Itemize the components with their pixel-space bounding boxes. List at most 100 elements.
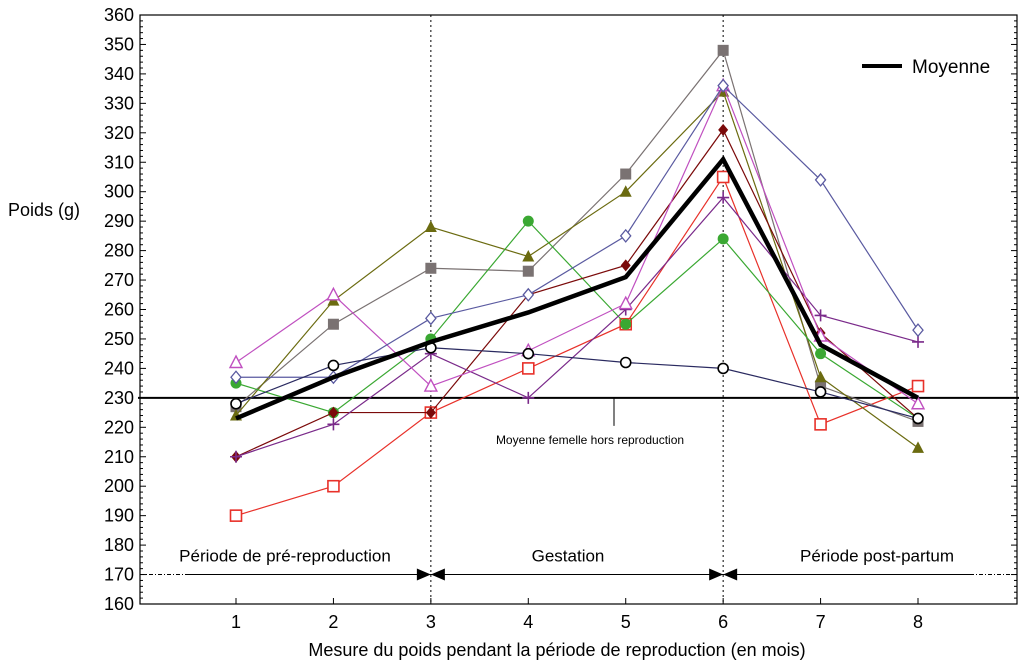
data-point bbox=[618, 295, 633, 310]
arrowhead-right bbox=[709, 568, 724, 581]
data-point bbox=[814, 370, 827, 383]
y-tick-label: 270 bbox=[104, 270, 134, 290]
y-tick-label: 220 bbox=[104, 417, 134, 437]
data-point bbox=[814, 386, 827, 398]
y-tick-label: 340 bbox=[104, 64, 134, 84]
series-moyenne bbox=[235, 155, 920, 421]
series-line bbox=[235, 347, 919, 420]
y-tick-label: 360 bbox=[104, 5, 134, 25]
period-label: Période de pré-reproduction bbox=[179, 547, 391, 566]
y-tick-label: 250 bbox=[104, 329, 134, 349]
x-tick-label: 2 bbox=[328, 612, 338, 632]
data-point bbox=[815, 348, 827, 360]
data-point bbox=[328, 406, 339, 419]
series-line bbox=[235, 175, 919, 517]
y-tick-label: 230 bbox=[104, 388, 134, 408]
series-line bbox=[236, 84, 919, 378]
data-point bbox=[717, 191, 730, 204]
legend: Moyenne bbox=[862, 57, 990, 78]
y-tick-label: 280 bbox=[104, 241, 134, 261]
data-point bbox=[910, 395, 926, 410]
data-point bbox=[423, 378, 439, 392]
arrowhead-left bbox=[723, 568, 738, 581]
data-point bbox=[327, 418, 340, 431]
y-axis-label: Poids (g) bbox=[8, 200, 80, 220]
period-label: Période post-partum bbox=[800, 547, 954, 566]
data-point bbox=[230, 370, 242, 385]
y-tick-label: 310 bbox=[104, 152, 134, 172]
data-point bbox=[912, 441, 925, 453]
x-tick-label: 3 bbox=[426, 612, 436, 632]
y-tick-label: 260 bbox=[104, 300, 134, 320]
data-point bbox=[912, 323, 924, 338]
data-point bbox=[327, 359, 340, 372]
series-line bbox=[235, 84, 919, 405]
y-tick-label: 330 bbox=[104, 93, 134, 113]
data-point bbox=[327, 479, 340, 493]
data-point bbox=[424, 220, 437, 233]
data-point bbox=[814, 418, 827, 431]
data-point bbox=[522, 265, 534, 277]
data-point bbox=[912, 412, 924, 425]
data-point bbox=[522, 391, 535, 404]
data-point bbox=[619, 356, 632, 369]
data-point bbox=[521, 362, 535, 375]
data-point bbox=[911, 379, 925, 393]
data-point bbox=[522, 249, 535, 262]
y-tick-label: 180 bbox=[104, 535, 134, 555]
data-point bbox=[327, 318, 339, 330]
series-line bbox=[235, 90, 919, 449]
y-tick-label: 200 bbox=[104, 476, 134, 496]
x-axis-label: Mesure du poids pendant la période de re… bbox=[308, 640, 805, 660]
series-7 bbox=[228, 77, 926, 410]
data-point bbox=[230, 450, 242, 463]
y-tick-label: 170 bbox=[104, 565, 134, 585]
data-point bbox=[718, 123, 729, 136]
y-tick-label: 290 bbox=[104, 211, 134, 231]
series-9 bbox=[230, 341, 924, 425]
series-group bbox=[228, 44, 926, 522]
data-point bbox=[814, 172, 827, 187]
data-point bbox=[425, 311, 437, 326]
data-point bbox=[522, 287, 535, 302]
data-point bbox=[717, 233, 729, 245]
plot-frame bbox=[139, 14, 1018, 605]
data-point bbox=[717, 362, 729, 375]
data-point bbox=[814, 309, 827, 322]
legend-label-moyenne: Moyenne bbox=[912, 57, 990, 78]
annotations: Moyenne femelle hors reproduction Période… bbox=[138, 15, 1019, 604]
series-line bbox=[235, 220, 919, 419]
data-point bbox=[522, 215, 534, 227]
data-point bbox=[717, 44, 729, 56]
data-point bbox=[522, 347, 535, 360]
y-tick-label: 300 bbox=[104, 182, 134, 202]
x-tick-label: 1 bbox=[231, 612, 241, 632]
arrowhead-right bbox=[416, 568, 431, 581]
data-point bbox=[620, 318, 632, 330]
x-tick-label: 6 bbox=[718, 612, 728, 632]
y-tick-label: 190 bbox=[104, 506, 134, 526]
series-8 bbox=[230, 78, 924, 385]
y-tick-label: 320 bbox=[104, 123, 134, 143]
y-tick-label: 350 bbox=[104, 34, 134, 54]
y-tick-label: 240 bbox=[104, 358, 134, 378]
arrowhead-left bbox=[430, 568, 445, 581]
data-point bbox=[620, 259, 631, 272]
period-label: Gestation bbox=[532, 547, 605, 566]
data-point bbox=[619, 185, 632, 197]
x-tick-label: 8 bbox=[913, 612, 923, 632]
data-point bbox=[228, 354, 244, 369]
x-tick-label: 5 bbox=[621, 612, 631, 632]
data-point bbox=[619, 228, 632, 243]
data-point bbox=[425, 406, 436, 419]
y-tick-label: 210 bbox=[104, 447, 134, 467]
data-point bbox=[716, 170, 730, 184]
data-point bbox=[717, 78, 729, 93]
axes: 160 170 180 190 200 210 220 230 240 250 260 270 280 2… bbox=[104, 5, 1017, 632]
plot-border bbox=[139, 14, 1018, 605]
data-point bbox=[229, 509, 243, 522]
series-line bbox=[235, 155, 920, 421]
data-point bbox=[230, 397, 242, 410]
data-point bbox=[326, 286, 341, 301]
